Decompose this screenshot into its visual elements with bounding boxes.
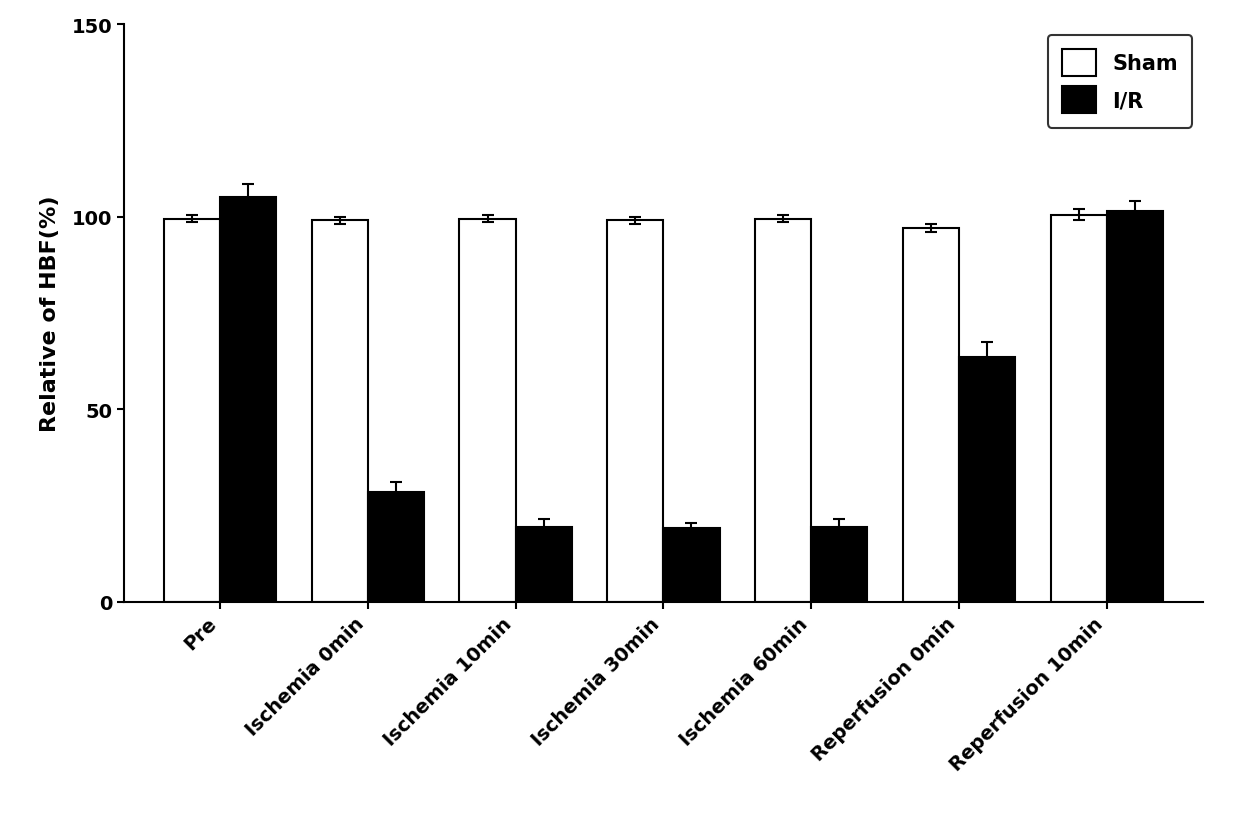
Bar	[1050, 216, 1107, 602]
Bar	[1107, 212, 1163, 602]
Bar	[755, 219, 811, 602]
Bar	[608, 222, 663, 602]
Legend: Sham, I/R: Sham, I/R	[1048, 35, 1193, 129]
Bar	[219, 198, 277, 602]
Bar	[903, 229, 959, 602]
Bar	[164, 219, 219, 602]
Y-axis label: Relative of HBF(%): Relative of HBF(%)	[41, 196, 61, 431]
Bar	[811, 527, 867, 602]
Bar	[311, 222, 368, 602]
Bar	[368, 492, 424, 602]
Bar	[959, 358, 1016, 602]
Bar	[516, 527, 572, 602]
Bar	[460, 219, 516, 602]
Bar	[663, 529, 719, 602]
